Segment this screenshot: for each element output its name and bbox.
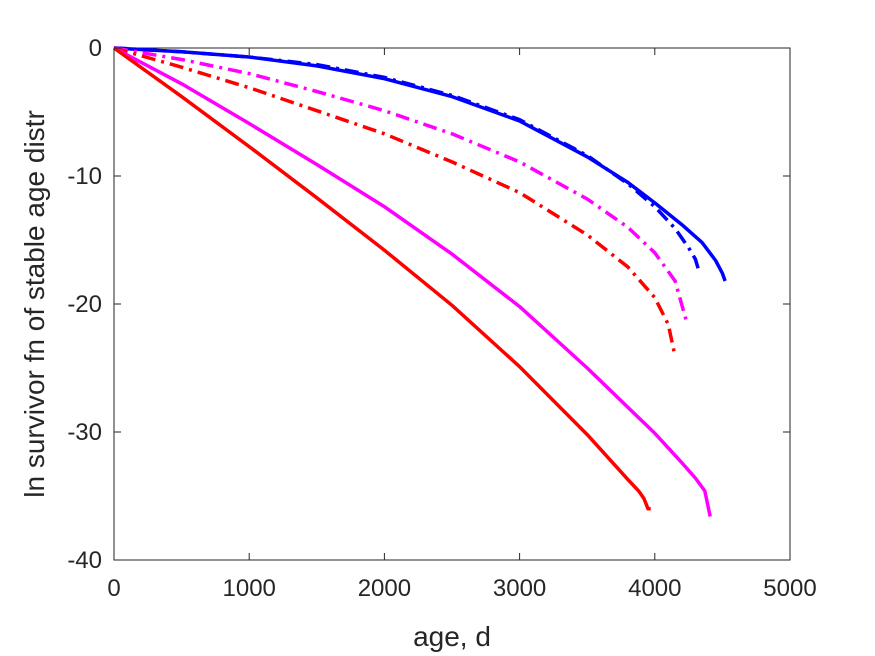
series-layer	[112, 46, 727, 517]
x-tick-label: 3000	[493, 575, 546, 602]
y-tick-label: 0	[89, 35, 102, 62]
series-line-2-dashdot	[113, 46, 700, 269]
y-tick-label: -40	[67, 547, 102, 574]
y-tick-label: -10	[67, 163, 102, 190]
x-tick-label: 2000	[358, 575, 411, 602]
series-line-5-solid	[113, 46, 712, 517]
y-axis-title: ln survivor fn of stable age distr	[19, 110, 50, 498]
series-line-6-solid	[112, 46, 651, 511]
x-tick-label: 0	[107, 575, 120, 602]
series-line-4-dashdot	[113, 46, 677, 357]
axes-layer: 0 1000 2000 3000 4000 5000 0 -10 -20 -30 -40	[67, 35, 816, 602]
x-tick-label: 4000	[628, 575, 681, 602]
series-line-3-dashdot	[113, 46, 688, 320]
x-axis-title: age, d	[413, 621, 491, 652]
x-tick-label: 5000	[763, 575, 816, 602]
y-tick-label: -30	[67, 419, 102, 446]
y-tick-label: -20	[67, 291, 102, 318]
x-tick-label: 1000	[223, 575, 276, 602]
